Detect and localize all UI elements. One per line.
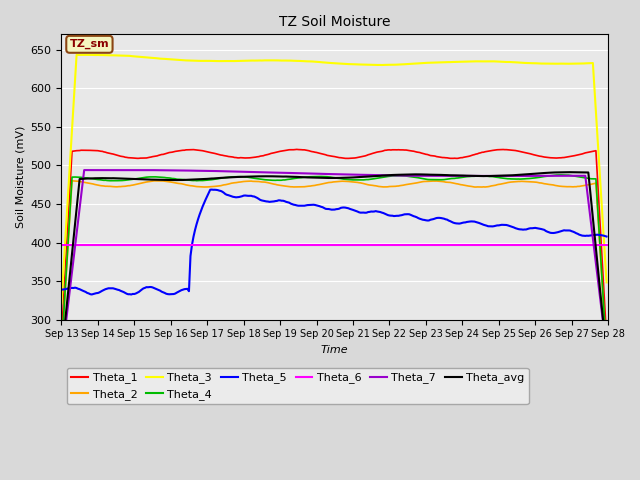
Theta_2 — [603, 351, 611, 357]
Line: Theta_avg: Theta_avg — [61, 172, 607, 358]
Theta_6 — [58, 242, 65, 248]
Theta_avg — [124, 176, 132, 181]
Theta_7 — [221, 168, 229, 174]
Theta_7 — [603, 348, 611, 354]
Line: Theta_4: Theta_4 — [61, 175, 607, 353]
Theta_3 — [81, 52, 88, 58]
Theta_2 — [221, 182, 229, 188]
Theta_4 — [124, 177, 132, 183]
Theta_1 — [220, 153, 228, 158]
Line: Theta_7: Theta_7 — [61, 170, 607, 360]
Theta_2 — [68, 178, 76, 184]
Theta_4 — [220, 175, 228, 180]
Theta_avg — [296, 174, 303, 180]
Theta_4 — [58, 349, 65, 355]
Theta_6 — [603, 242, 611, 248]
Line: Theta_2: Theta_2 — [61, 181, 607, 354]
Theta_1 — [124, 155, 132, 161]
Theta_6 — [124, 242, 132, 248]
Theta_5 — [58, 287, 65, 292]
Theta_3 — [126, 53, 134, 59]
Theta_2 — [298, 184, 305, 190]
Theta_6 — [572, 242, 580, 248]
Theta_2 — [249, 179, 257, 184]
Theta_3 — [58, 300, 65, 306]
Theta_3 — [249, 58, 257, 63]
Line: Theta_1: Theta_1 — [61, 149, 607, 338]
Theta_avg — [566, 169, 574, 175]
X-axis label: Time: Time — [321, 345, 349, 355]
Theta_5 — [575, 232, 583, 238]
Theta_avg — [248, 174, 255, 180]
Theta_1 — [574, 152, 582, 158]
Theta_4 — [238, 174, 246, 180]
Theta_1 — [603, 334, 611, 340]
Theta_7 — [111, 167, 118, 173]
Theta_5 — [250, 193, 258, 199]
Theta_1 — [248, 155, 255, 160]
Theta_6 — [248, 242, 255, 248]
Theta_1 — [238, 155, 246, 161]
Theta_5 — [124, 291, 132, 297]
Theta_2 — [574, 183, 582, 189]
Theta_2 — [58, 351, 65, 357]
Theta_7 — [240, 169, 248, 175]
Theta_4 — [296, 175, 303, 181]
Theta_4 — [574, 174, 582, 180]
Y-axis label: Soil Moisture (mV): Soil Moisture (mV) — [15, 126, 25, 228]
Theta_5 — [223, 192, 231, 198]
Theta_3 — [240, 58, 248, 64]
Theta_5 — [127, 292, 135, 298]
Theta_5 — [241, 192, 249, 198]
Theta_avg — [574, 169, 582, 175]
Theta_5 — [208, 187, 216, 192]
Theta_1 — [298, 147, 305, 153]
Line: Theta_5: Theta_5 — [61, 190, 607, 295]
Theta_7 — [58, 358, 65, 363]
Theta_6 — [220, 242, 228, 248]
Theta_1 — [58, 336, 65, 341]
Theta_3 — [603, 279, 611, 285]
Theta_2 — [240, 179, 248, 184]
Theta_5 — [299, 203, 307, 209]
Theta_7 — [574, 173, 582, 179]
Theta_3 — [298, 58, 305, 64]
Theta_avg — [58, 355, 65, 361]
Theta_3 — [221, 58, 229, 64]
Text: TZ_sm: TZ_sm — [70, 39, 109, 49]
Theta_3 — [574, 61, 582, 67]
Theta_2 — [126, 183, 134, 189]
Theta_7 — [126, 167, 134, 173]
Theta_4 — [556, 172, 563, 178]
Theta_7 — [298, 170, 305, 176]
Theta_avg — [220, 175, 228, 180]
Legend: Theta_1, Theta_2, Theta_3, Theta_4, Theta_5, Theta_6, Theta_7, Theta_avg: Theta_1, Theta_2, Theta_3, Theta_4, Thet… — [67, 368, 529, 404]
Theta_avg — [603, 351, 611, 357]
Title: TZ Soil Moisture: TZ Soil Moisture — [279, 15, 390, 29]
Theta_avg — [238, 174, 246, 180]
Theta_6 — [296, 242, 303, 248]
Theta_6 — [238, 242, 246, 248]
Theta_7 — [249, 169, 257, 175]
Line: Theta_3: Theta_3 — [61, 55, 607, 303]
Theta_5 — [603, 234, 611, 240]
Theta_4 — [248, 175, 255, 180]
Theta_4 — [603, 350, 611, 356]
Theta_1 — [293, 146, 301, 152]
